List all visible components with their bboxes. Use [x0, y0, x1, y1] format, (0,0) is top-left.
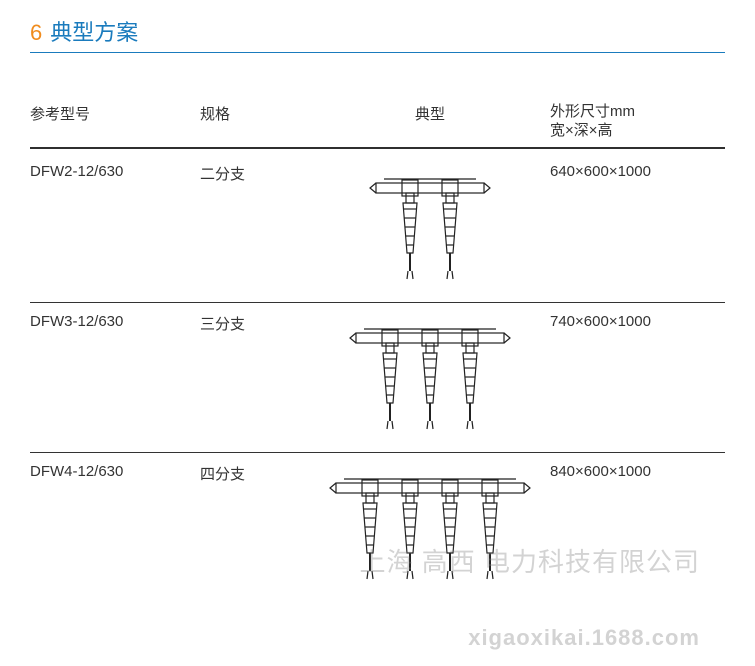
- header-dim-line2: 宽×深×高: [550, 122, 613, 139]
- cell-model: DFW2-12/630: [30, 161, 200, 294]
- cell-spec: 四分支: [200, 461, 310, 595]
- cell-dimensions: 740×600×1000: [550, 311, 720, 444]
- header-model: 参考型号: [30, 103, 200, 141]
- cell-diagram: [310, 161, 550, 294]
- cell-model: DFW3-12/630: [30, 311, 200, 444]
- cell-model: DFW4-12/630: [30, 461, 200, 595]
- section-title: 典型方案: [50, 15, 138, 47]
- cell-spec: 三分支: [200, 311, 310, 444]
- cell-spec: 二分支: [200, 161, 310, 294]
- cell-dimensions: 640×600×1000: [550, 161, 720, 294]
- table-row: DFW3-12/630 三分支 740×600×1000: [30, 303, 725, 453]
- table-header-row: 参考型号 规格 典型 外形尺寸mm 宽×深×高: [30, 103, 725, 149]
- section-heading: 6 典型方案: [30, 15, 725, 53]
- section-number: 6: [30, 20, 42, 46]
- table-row: DFW2-12/630 二分支 640×600×1000: [30, 153, 725, 303]
- cell-dimensions: 840×600×1000: [550, 461, 720, 595]
- cell-diagram: [310, 461, 550, 595]
- header-spec: 规格: [200, 103, 310, 141]
- header-type: 典型: [310, 103, 550, 141]
- table-row: DFW4-12/630 四分支 840×600×1000: [30, 453, 725, 603]
- watermark-url: xigaoxikai.1688.com: [468, 625, 700, 651]
- branch-diagram-icon: [346, 315, 514, 435]
- branch-diagram-icon: [366, 165, 494, 285]
- cell-diagram: [310, 311, 550, 444]
- spec-table: 参考型号 规格 典型 外形尺寸mm 宽×深×高 DFW2-12/630 二分支 …: [30, 103, 725, 603]
- header-dimensions: 外形尺寸mm 宽×深×高: [550, 103, 720, 141]
- header-dim-line1: 外形尺寸mm: [550, 103, 635, 120]
- branch-diagram-icon: [326, 465, 534, 585]
